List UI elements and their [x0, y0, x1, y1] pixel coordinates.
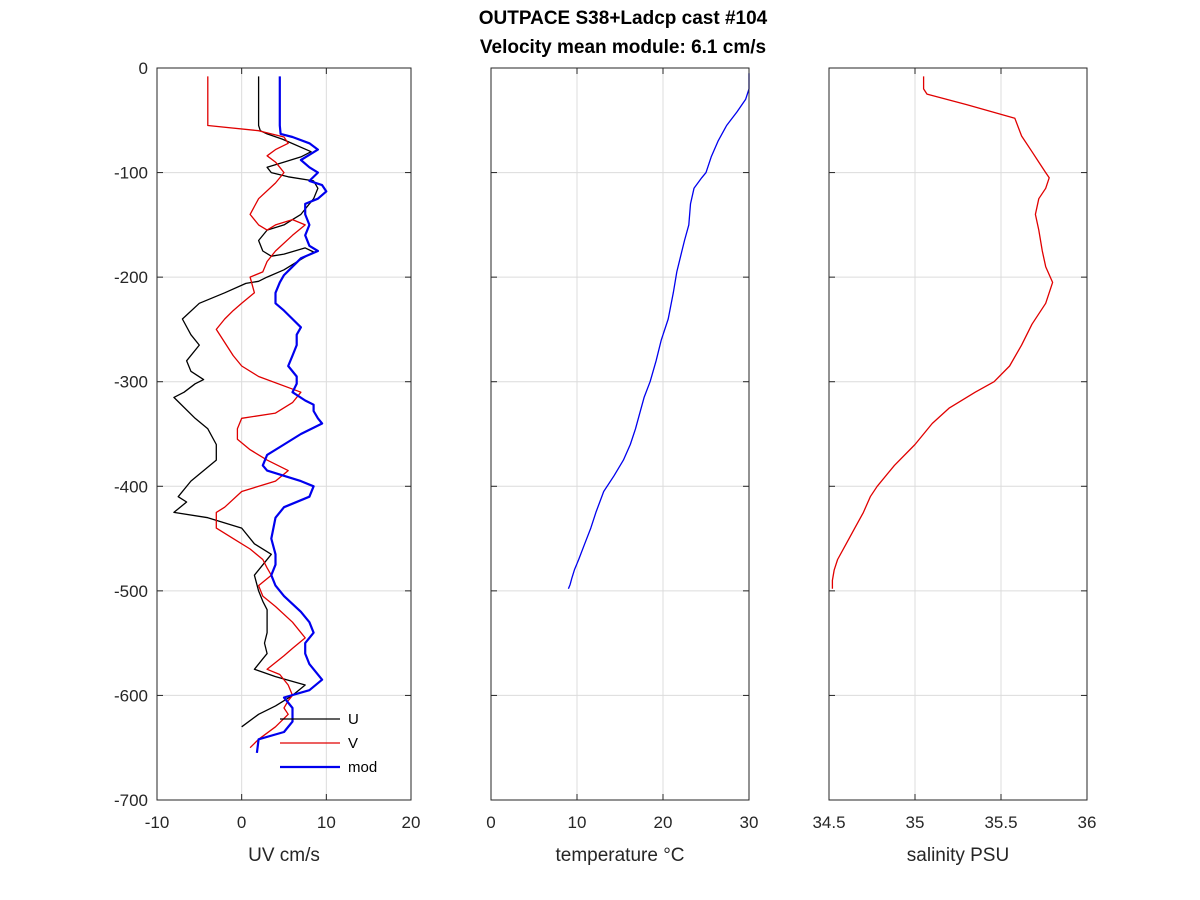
axes-box	[490, 67, 750, 801]
salinity-panel: 34.5 35 35.5 36 salinity PSU	[812, 67, 1097, 866]
x-tick-label: 20	[654, 813, 673, 832]
axes-box	[156, 67, 412, 801]
series-line-u	[173, 76, 319, 728]
x-tick-label: 35.5	[984, 813, 1017, 832]
y-tick-label: -200	[114, 268, 148, 287]
y-tick-label: -600	[114, 686, 148, 705]
x-axis-label: salinity PSU	[907, 845, 1009, 866]
x-axis-label: UV cm/s	[248, 845, 320, 866]
y-tick-label: -100	[114, 164, 148, 183]
x-axis-label: temperature °C	[555, 845, 684, 866]
series-line-v	[207, 76, 306, 749]
y-tick-label: -400	[114, 477, 148, 496]
series-line-mod	[255, 76, 328, 754]
x-tick-label: 0	[486, 813, 495, 832]
temperature-panel: 0 10 20 30 temperature °C	[486, 67, 759, 866]
y-tick-label: -500	[114, 582, 148, 601]
x-tick-label: 10	[568, 813, 587, 832]
x-tick-label: 34.5	[812, 813, 845, 832]
x-tick-label: 20	[402, 813, 421, 832]
x-tick-label: 30	[740, 813, 759, 832]
x-tick-label: 0	[237, 813, 246, 832]
x-tick-label: 35	[906, 813, 925, 832]
legend-label-u: U	[348, 711, 359, 728]
legend-label-mod: mod	[348, 759, 377, 776]
x-tick-label: 10	[317, 813, 336, 832]
y-tick-label: -300	[114, 373, 148, 392]
legend-label-v: V	[348, 735, 358, 752]
chart-title-line1: OUTPACE S38+Ladcp cast #104	[479, 8, 768, 29]
y-tick-label: -700	[114, 791, 148, 810]
y-tick-label: 0	[139, 59, 148, 78]
axes-box	[828, 67, 1088, 801]
uv-velocity-panel: -10 0 10 200-100-200-300-400-500-600-700UV …	[114, 59, 420, 866]
x-tick-label: -10	[145, 813, 170, 832]
chart-title-line2: Velocity mean module: 6.1 cm/s	[480, 37, 766, 58]
series-line-salinity	[831, 76, 1054, 589]
x-tick-label: 36	[1078, 813, 1097, 832]
series-line-temperature	[567, 73, 750, 590]
